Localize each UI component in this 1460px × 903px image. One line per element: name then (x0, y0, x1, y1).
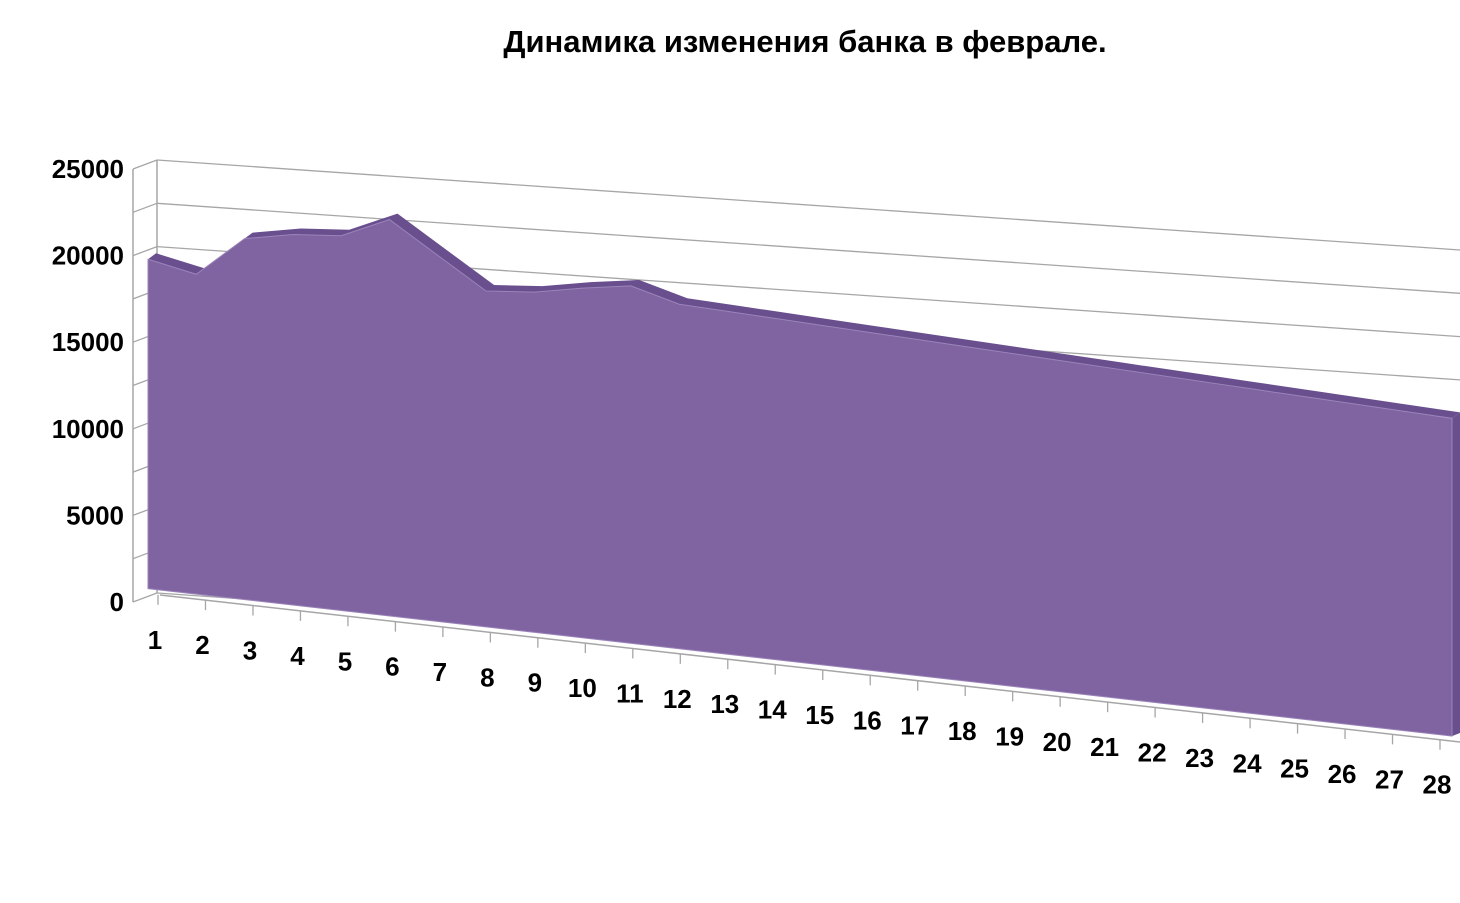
side-gridline (132, 245, 158, 257)
x-tick-label: 16 (853, 705, 882, 735)
side-gridline (132, 592, 158, 603)
x-tick-label: 9 (528, 668, 542, 698)
y-tick-label: 5000 (66, 500, 124, 530)
x-tick-label: 2 (195, 630, 209, 660)
x-tick-label: 21 (1090, 732, 1119, 762)
x-tick-label: 14 (758, 695, 787, 725)
x-tick-label: 7 (433, 657, 447, 687)
area-series-fill (147, 219, 1453, 737)
x-tick-label: 17 (900, 711, 929, 741)
data-area (147, 213, 1460, 737)
y-axis-ticks: 0 5000 10000 15000 20000 25000 (52, 154, 124, 617)
x-tick-label: 1 (148, 625, 162, 655)
side-gridline (132, 202, 158, 213)
area-top-edge (148, 213, 1460, 419)
x-tick-label: 24 (1233, 748, 1262, 778)
x-tick-label: 12 (663, 684, 692, 714)
x-tick-label: 6 (385, 652, 399, 682)
x-tick-label: 28 (1423, 770, 1452, 800)
chart-title: Динамика изменения банка в феврале. (503, 24, 1107, 59)
x-tick-label: 5 (338, 646, 352, 676)
x-tick-label: 19 (995, 721, 1024, 751)
area-side-face (1452, 412, 1460, 737)
x-tick-label: 25 (1280, 754, 1309, 784)
x-tick-label: 26 (1328, 759, 1357, 789)
y-tick-label: 10000 (52, 414, 124, 444)
x-tick-label: 18 (948, 716, 977, 746)
x-tick-label: 27 (1375, 764, 1404, 794)
x-tick-label: 13 (710, 689, 739, 719)
y-tick-label: 15000 (52, 327, 124, 357)
x-tick-label: 22 (1138, 738, 1167, 768)
x-tick-label: 10 (568, 673, 597, 703)
y-tick-label: 20000 (52, 241, 124, 271)
x-tick-label: 8 (480, 662, 494, 692)
gridline (156, 159, 1460, 251)
y-tick-label: 0 (110, 587, 124, 617)
x-tick-label: 15 (805, 700, 834, 730)
y-tick-label: 25000 (52, 154, 124, 184)
gridline (156, 202, 1460, 294)
x-tick-label: 3 (243, 636, 257, 666)
side-gridline (132, 159, 158, 170)
x-tick-label: 11 (616, 678, 644, 708)
x-tick-label: 20 (1043, 727, 1072, 757)
x-tick-label: 4 (290, 641, 305, 671)
x-axis-ticks: 1 2 3 4 5 6 7 8 9 10 11 12 13 14 15 16 17 18 19 20 21 22 23 24 2… (148, 625, 1452, 800)
x-tick-label: 23 (1185, 743, 1214, 773)
x-axis-line (159, 594, 1460, 743)
